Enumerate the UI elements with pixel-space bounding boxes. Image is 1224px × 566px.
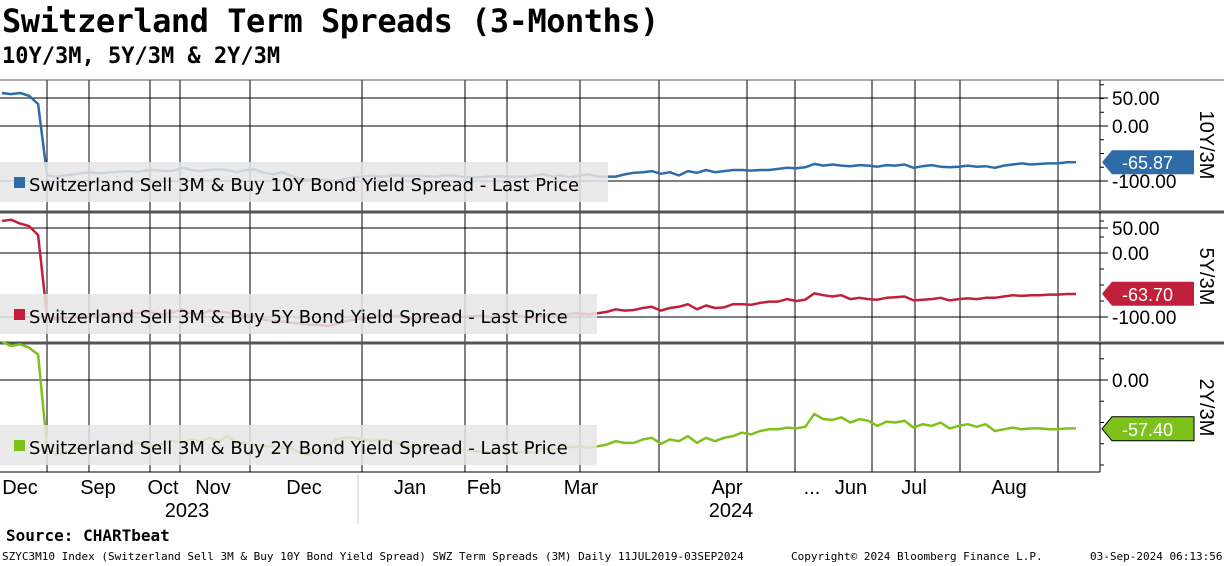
last-price-tag	[1102, 150, 1194, 175]
x-month-label: Mar	[564, 477, 599, 499]
legend-box	[0, 162, 608, 202]
x-month-label: Feb	[467, 477, 501, 499]
footer-copyright: Copyright© 2024 Bloomberg Finance L.P.	[791, 550, 1043, 563]
legend-swatch	[14, 309, 25, 320]
last-price-label: -65.87	[1122, 153, 1173, 173]
last-price-tag	[1101, 416, 1195, 442]
legend-box	[0, 294, 597, 334]
legend-swatch	[14, 177, 25, 188]
x-month-label: Nov	[195, 477, 231, 499]
legend-label: Switzerland Sell 3M & Buy 10Y Bond Yield…	[29, 175, 579, 196]
y-tick-label: -100.00	[1112, 172, 1176, 193]
footer-timestamp: 03-Sep-2024 06:13:56	[1090, 550, 1223, 563]
legend-label: Switzerland Sell 3M & Buy 5Y Bond Yield …	[29, 307, 568, 328]
legend-swatch	[14, 440, 25, 451]
last-price-label: -63.70	[1122, 285, 1173, 305]
x-month-label: Sep	[80, 477, 116, 499]
y-tick-label: 50.00	[1112, 219, 1160, 240]
footer-index-info: SZYC3M10 Index (Switzerland Sell 3M & Bu…	[2, 550, 744, 563]
y-tick-label: 0.00	[1112, 371, 1149, 392]
x-month-label: Apr	[711, 477, 742, 499]
x-month-label: Jul	[901, 477, 927, 499]
y-tick-label: -100.00	[1112, 308, 1176, 329]
x-month-label: ...	[804, 477, 821, 499]
x-month-label: Dec	[286, 477, 322, 499]
legend-box	[0, 425, 597, 465]
y-tick-label: 0.00	[1112, 117, 1149, 138]
legend-label: Switzerland Sell 3M & Buy 2Y Bond Yield …	[29, 438, 568, 459]
chart-subtitle: 10Y/3M, 5Y/3M & 2Y/3M	[2, 44, 281, 69]
x-month-label: Jan	[394, 477, 426, 499]
last-price-tag	[1102, 281, 1194, 306]
y-axis-label: 10Y/3M	[1195, 111, 1217, 180]
last-price-label: -57.40	[1122, 420, 1173, 440]
x-year-label: 2023	[165, 500, 210, 522]
y-tick-label: 50.00	[1112, 89, 1160, 110]
y-axis-label: 2Y/3M	[1195, 379, 1217, 437]
x-month-label: Jun	[835, 477, 867, 499]
x-month-label: Dec	[2, 477, 38, 499]
chart-title: Switzerland Term Spreads (3-Months)	[2, 2, 659, 40]
x-month-label: Oct	[147, 477, 179, 499]
y-tick-label: 0.00	[1112, 244, 1149, 265]
x-year-label: 2024	[709, 500, 754, 522]
source-label: Source: CHARTbeat	[6, 526, 170, 545]
x-month-label: Aug	[991, 477, 1027, 499]
y-axis-label: 5Y/3M	[1195, 248, 1217, 306]
